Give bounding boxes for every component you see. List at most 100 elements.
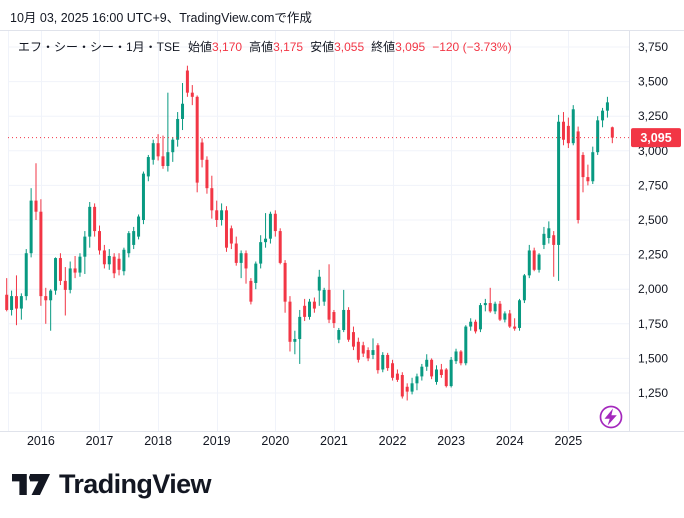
candle-up — [54, 258, 58, 291]
candle-up — [469, 321, 473, 327]
candle-down — [386, 354, 390, 369]
high-pair: 高値3,175 — [249, 38, 303, 55]
y-axis-label: 1,250 — [638, 386, 668, 400]
x-axis-year-label: 2020 — [261, 434, 289, 448]
x-axis-year-label: 2019 — [203, 434, 231, 448]
high-value: 3,175 — [273, 40, 304, 54]
candle-down — [395, 373, 399, 380]
candle-down — [439, 369, 443, 376]
candle-down — [581, 154, 585, 178]
low-label: 安値 — [310, 40, 335, 54]
candle-down — [283, 262, 287, 302]
high-label: 高値 — [249, 40, 274, 54]
candle-up — [542, 233, 546, 245]
candle-down — [278, 231, 282, 263]
candle-up — [449, 359, 453, 387]
x-axis-year-label: 2023 — [437, 434, 465, 448]
candle-up — [571, 109, 575, 144]
candle-up — [308, 301, 312, 317]
candle-down — [532, 250, 536, 270]
tradingview-logo-text: TradingView — [59, 469, 212, 499]
candle-down — [474, 321, 478, 332]
candle-up — [107, 255, 111, 265]
close-pair: 終値3,095 — [371, 38, 425, 55]
candle-down — [205, 159, 209, 189]
candle-down — [244, 253, 248, 269]
x-axis-year-label: 2018 — [144, 434, 172, 448]
candle-down — [156, 143, 160, 157]
candle-up — [503, 313, 507, 320]
candle-down — [347, 309, 351, 340]
candle-down — [508, 313, 512, 327]
candle-down — [444, 369, 448, 387]
candle-up — [483, 303, 487, 306]
close-label: 終値 — [371, 40, 396, 54]
candle-up — [547, 228, 551, 238]
open-value: 3,170 — [212, 40, 243, 54]
candle-up — [322, 289, 326, 302]
candle-up — [259, 242, 263, 264]
candle-up — [371, 350, 375, 355]
candle-up — [493, 303, 497, 312]
candle-down — [361, 345, 365, 354]
y-axis-label: 2,500 — [638, 213, 668, 227]
candle-down — [376, 345, 380, 371]
candle-up — [317, 276, 321, 291]
candle-up — [342, 309, 346, 331]
candle-down — [351, 332, 355, 347]
candle-up — [478, 305, 482, 330]
tradingview-logo[interactable]: TradingView — [12, 469, 212, 500]
candle-up — [591, 152, 595, 182]
candle-up — [601, 110, 605, 121]
candle-up — [527, 250, 531, 276]
x-axis-year-label: 2024 — [496, 434, 524, 448]
y-axis-label: 1,500 — [638, 351, 668, 365]
candle-down — [459, 351, 463, 364]
candle-up — [151, 143, 155, 160]
candle-down — [488, 303, 492, 312]
candle-up — [298, 316, 302, 340]
candle-up — [518, 300, 522, 328]
candle-down — [312, 301, 316, 309]
candle-down — [39, 211, 43, 297]
candle-up — [337, 330, 341, 340]
low-value: 3,055 — [334, 40, 365, 54]
candle-up — [132, 231, 136, 245]
candle-down — [161, 156, 165, 167]
created-timestamp: 10月 03, 2025 16:00 UTC+9、TradingView.com… — [10, 11, 312, 25]
last-price-badge — [631, 128, 681, 148]
candle-down — [303, 305, 307, 317]
candle-up — [49, 290, 53, 301]
candle-down — [63, 280, 67, 290]
candle-up — [254, 263, 258, 283]
y-axis-label: 2,250 — [638, 248, 668, 262]
lightning-bolt-icon[interactable] — [604, 408, 617, 426]
candle-down — [366, 350, 370, 359]
candle-down — [224, 210, 228, 248]
boost-icon-circle[interactable] — [599, 405, 623, 429]
candle-down — [513, 326, 517, 329]
candle-down — [117, 258, 121, 270]
candle-up — [122, 249, 126, 272]
candle-up — [24, 253, 28, 297]
low-pair: 安値3,055 — [310, 38, 364, 55]
x-axis-year-label: 2021 — [320, 434, 348, 448]
candle-down — [498, 303, 502, 320]
candle-down — [97, 231, 101, 251]
change-value: −120 (−3.73%) — [432, 39, 512, 54]
candle-down — [610, 127, 614, 138]
candle-down — [185, 70, 189, 93]
candle-down — [73, 268, 77, 273]
candle-up — [171, 139, 175, 153]
candle-down — [200, 142, 204, 160]
last-price-badge-value: 3,095 — [640, 131, 671, 145]
candle-up — [454, 351, 458, 362]
candle-down — [190, 92, 194, 97]
y-axis-label: 2,750 — [638, 178, 668, 192]
candle-down — [400, 375, 404, 397]
candle-up — [19, 296, 23, 309]
chart-legend: エフ・シー・シー・1月・TSE 始値3,170 高値3,175 安値3,055 … — [18, 38, 512, 55]
candle-up — [464, 326, 468, 364]
candle-down — [14, 296, 18, 309]
